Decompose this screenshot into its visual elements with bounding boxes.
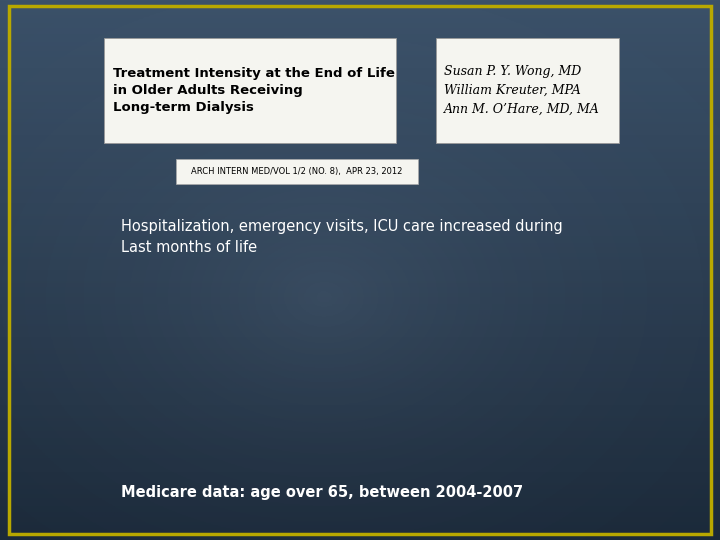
FancyBboxPatch shape xyxy=(436,38,619,143)
FancyBboxPatch shape xyxy=(104,38,396,143)
Text: ARCH INTERN MED/VOL 1/2 (NO. 8),  APR 23, 2012: ARCH INTERN MED/VOL 1/2 (NO. 8), APR 23,… xyxy=(192,167,402,176)
Text: Treatment Intensity at the End of Life
in Older Adults Receiving
Long-term Dialy: Treatment Intensity at the End of Life i… xyxy=(113,67,395,114)
Text: Medicare data: age over 65, between 2004-2007: Medicare data: age over 65, between 2004… xyxy=(121,485,523,500)
FancyBboxPatch shape xyxy=(176,159,418,184)
Text: Hospitalization, emergency visits, ICU care increased during
Last months of life: Hospitalization, emergency visits, ICU c… xyxy=(121,219,563,255)
Text: Susan P. Y. Wong, MD
William Kreuter, MPA
Ann M. O’Hare, MD, MA: Susan P. Y. Wong, MD William Kreuter, MP… xyxy=(444,65,600,116)
